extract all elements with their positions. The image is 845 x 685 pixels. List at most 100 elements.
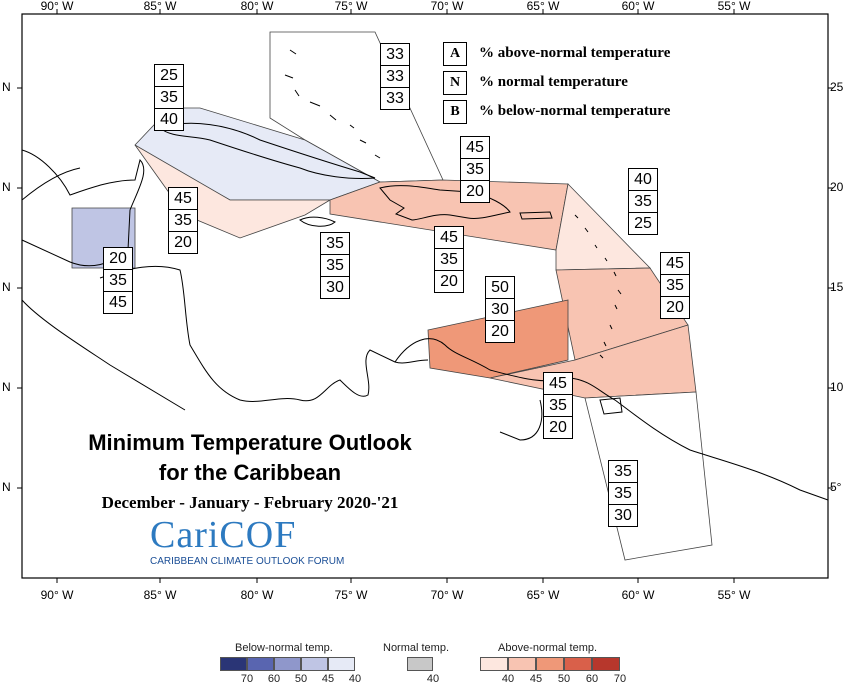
prob-box-abc: 50 30 20 [485,276,515,343]
lat-tick-right: 10 [830,380,844,394]
legend-row-below: B % below-normal temperature [443,97,670,126]
colorbar-swatch [592,657,620,671]
coast-cuba [158,122,376,179]
colorbar-tick-label: 40 [501,673,515,685]
category-legend: A % above-normal temperature N % normal … [443,39,670,126]
lon-tick-top: 75° W [334,0,368,13]
prob-box-bahamas: 33 33 33 [380,43,410,110]
prob-normal: 35 [629,191,657,213]
prob-box-cuba: 25 35 40 [154,64,184,131]
prob-normal: 35 [155,87,183,109]
lon-tick-top: 90° W [40,0,74,13]
legend-row-above: A % above-normal temperature [443,39,670,68]
prob-normal: 35 [661,275,689,297]
lat-tick-left: N [2,80,11,94]
prob-above: 45 [661,253,689,275]
prob-below: 45 [109,294,127,311]
legend-text: % above-normal temperature [479,45,671,61]
legend-text: % normal temperature [479,74,628,90]
coast-yucatan [21,167,81,201]
prob-above: 20 [104,248,132,270]
prob-below: 20 [549,419,567,436]
legend-letter: A [443,41,467,66]
coast-puerto-rico [519,211,553,220]
prob-box-jamaica: 35 35 30 [320,232,350,299]
colorbar-swatch [508,657,536,671]
caricof-logo: CariCOF [150,514,297,556]
colorbar-tick-label: 45 [321,673,335,685]
prob-normal: 35 [461,159,489,181]
prob-above: 25 [155,65,183,87]
prob-normal: 35 [435,249,463,271]
colorbar-above-title: Above-normal temp. [498,642,598,654]
lat-tick-right: 20 [830,180,844,194]
lat-tick-left: N [2,380,11,394]
prob-above: 50 [486,277,514,299]
lon-tick-top: 85° W [143,0,177,13]
prob-box-hispaniola: 45 35 20 [460,136,490,203]
prob-above: 40 [629,169,657,191]
lat-tick-left: N [2,280,11,294]
colorbar-swatch [564,657,592,671]
colorbar-swatch [220,657,247,671]
colorbar-swatch [407,657,433,671]
legend-text: % below-normal temperature [479,103,671,119]
legend-letter: B [443,99,467,124]
caricof-logo-subtitle: CARIBBEAN CLIMATE OUTLOOK FORUM [150,556,345,567]
lat-tick-left: N [2,480,11,494]
lon-tick-bottom: 60° W [621,588,655,602]
lon-tick-top: 65° W [526,0,560,13]
colorbar-tick-label: 50 [294,673,308,685]
lon-tick-bottom: 70° W [430,588,464,602]
lat-tick-left: N [2,180,11,194]
prob-normal: 35 [321,255,349,277]
prob-below: 20 [491,323,509,340]
prob-normal: 35 [169,210,197,232]
colorbar-swatch [301,657,328,671]
lon-tick-bottom: 90° W [40,588,74,602]
prob-box-leeward: 40 35 25 [628,168,658,235]
colorbar-swatch [274,657,301,671]
colorbar-tick-label: 60 [267,673,281,685]
colorbar-swatch [247,657,274,671]
legend-letter: N [443,70,467,95]
colorbar-tick-label: 50 [557,673,571,685]
map-title: Minimum Temperature Outlook [88,430,412,455]
prob-below: 40 [160,111,178,128]
map-subtitle: December - January - February 2020-'21 [101,493,399,512]
lon-tick-top: 70° W [430,0,464,13]
prob-box-cayman: 45 35 20 [168,187,198,254]
prob-normal: 30 [486,299,514,321]
colorbar-swatch [328,657,355,671]
prob-box-trinidad: 45 35 20 [543,372,573,439]
prob-normal: 35 [104,270,132,292]
prob-above: 45 [169,188,197,210]
colorbar-tick-label: 70 [240,673,254,685]
prob-box-puerto-rico: 45 35 20 [434,226,464,293]
prob-above: 35 [609,461,637,483]
lat-tick-right: 15 [830,280,844,294]
prob-normal: 33 [381,66,409,88]
coast-south-america [394,338,829,501]
region-guianas [584,391,713,561]
lon-tick-top: 55° W [717,0,751,13]
colorbar-swatch [536,657,564,671]
colorbar-tick-label: 70 [613,673,627,685]
prob-box-windward: 45 35 20 [660,252,690,319]
lat-tick-right: 25 [830,80,844,94]
prob-above: 45 [461,137,489,159]
prob-above: 35 [321,233,349,255]
colorbar-tick-label: 40 [426,673,440,685]
prob-below: 20 [174,234,192,251]
prob-box-guianas: 35 35 30 [608,460,638,527]
prob-normal: 35 [544,395,572,417]
colorbar-tick-label: 40 [348,673,362,685]
lon-tick-bottom: 55° W [717,588,751,602]
colorbar-below-title: Below-normal temp. [235,642,333,654]
colorbar-swatch [480,657,508,671]
legend-row-normal: N % normal temperature [443,68,670,97]
prob-normal: 35 [609,483,637,505]
lon-tick-bottom: 85° W [143,588,177,602]
map-title-line2: for the Caribbean [158,460,342,485]
prob-below: 33 [386,90,404,107]
